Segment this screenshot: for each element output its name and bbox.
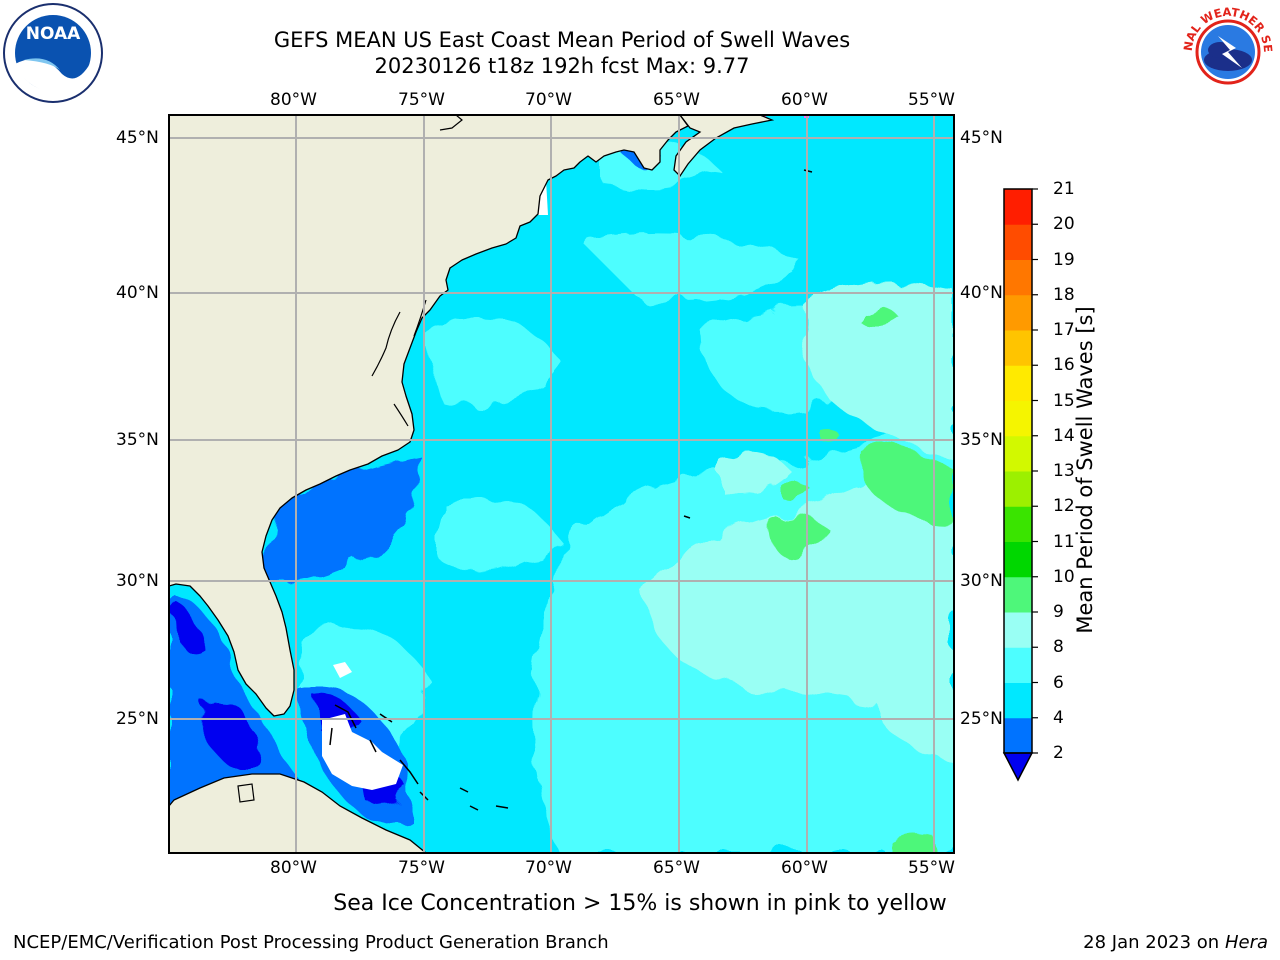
lon-label-top: 70°W	[525, 90, 572, 110]
lat-label-left: 35°N	[116, 430, 159, 450]
colorbar-tick-label: 11	[1053, 531, 1075, 552]
coastline	[371, 311, 401, 377]
colorbar-tick-label: 13	[1053, 461, 1075, 481]
swell-field-8-9	[720, 452, 790, 493]
colorbar	[1002, 188, 1038, 782]
map-title: GEFS MEAN US East Coast Mean Period of S…	[273, 28, 851, 52]
lon-label-top: 80°W	[270, 90, 317, 110]
colorbar-tick-label: 6	[1053, 672, 1064, 693]
swell-field-9-10	[890, 833, 935, 853]
colorbar-segment	[1004, 224, 1032, 260]
swell-field-6-8	[440, 495, 560, 572]
swell-field-9-10	[862, 307, 900, 326]
graticule	[169, 115, 954, 853]
colorbar-segment	[1004, 506, 1032, 542]
swell-field-6-8	[420, 320, 560, 405]
colorbar-tick-label: 19	[1053, 249, 1075, 270]
footer-credit: NCEP/EMC/Verification Post Processing Pr…	[13, 932, 609, 953]
colorbar-tick-label: 8	[1053, 637, 1064, 658]
coastline	[393, 403, 409, 427]
colorbar-segment	[1004, 365, 1032, 401]
lon-label-bottom: 65°W	[653, 858, 700, 878]
lat-label-right: 25°N	[960, 709, 1003, 729]
land-north-america	[169, 115, 689, 717]
swell-field-9-10	[859, 447, 954, 521]
noaa-logo-text: NOAA	[26, 24, 81, 44]
colorbar-segment	[1004, 435, 1032, 472]
lon-label-bottom: 55°W	[908, 858, 955, 878]
lat-label-right: 40°N	[960, 283, 1003, 303]
colorbar-label: Mean Period of Swell Waves [s]	[1073, 306, 1097, 634]
map-subtitle: 20230126 t18z 192h fcst Max: 9.77	[374, 54, 750, 78]
colorbar-segment	[1004, 541, 1032, 578]
lat-label-right: 45°N	[960, 128, 1003, 148]
colorbar-tick-label: 9	[1053, 602, 1064, 622]
lon-label-top: 60°W	[781, 90, 828, 110]
colorbar-tick-label: 15	[1053, 390, 1075, 411]
lon-label-bottom: 60°W	[781, 858, 828, 878]
colorbar-segment	[1004, 294, 1032, 331]
land-nova-scotia	[673, 115, 775, 178]
swell-field-8-9	[803, 282, 954, 460]
colorbar-segment	[1004, 189, 1032, 225]
noaa-logo: NOAA	[3, 3, 103, 103]
colorbar-tick-label: 17	[1053, 320, 1075, 340]
colorbar-segment	[1004, 612, 1032, 648]
colorbar-segment	[1004, 400, 1032, 437]
land-cuba	[169, 773, 428, 853]
colorbar-tick-label: 16	[1053, 355, 1075, 376]
colorbar-segment	[1004, 647, 1032, 683]
colorbar-segment	[1004, 471, 1032, 507]
swell-field-9-10	[769, 513, 825, 560]
map-frame	[168, 114, 955, 854]
lat-label-left: 30°N	[116, 571, 159, 591]
lat-label-right: 30°N	[960, 571, 1003, 591]
lon-label-bottom: 75°W	[398, 858, 445, 878]
footer-date-text: 28 Jan 2023 on	[1083, 932, 1225, 953]
colorbar-tick-label: 4	[1053, 707, 1064, 728]
colorbar-tick-label: 20	[1053, 214, 1075, 235]
swell-field-8-9	[880, 672, 954, 760]
lon-label-top: 65°W	[653, 90, 700, 110]
lat-label-left: 45°N	[116, 128, 159, 148]
no-data-area	[333, 662, 352, 678]
colorbar-tick-label: 10	[1053, 566, 1075, 587]
footer-date: 28 Jan 2023 on Hera	[1083, 932, 1268, 954]
colorbar-tick-label: 18	[1053, 284, 1075, 305]
swell-field-under-2	[175, 600, 205, 654]
land-bahamas	[237, 783, 255, 803]
colorbar-tick-label: 21	[1053, 179, 1075, 199]
lat-label-right: 35°N	[960, 430, 1003, 450]
colorbar-segment	[1004, 576, 1032, 613]
lat-label-left: 40°N	[116, 283, 159, 303]
lon-label-bottom: 70°W	[525, 858, 572, 878]
lon-label-top: 75°W	[398, 90, 445, 110]
swell-field-8-9	[640, 470, 954, 720]
swell-field-9-10	[780, 482, 812, 498]
colorbar-segment	[1004, 717, 1032, 754]
footer-machine: Hera	[1224, 932, 1268, 953]
nws-logo: NATIONAL WEATHER SERVICE	[1178, 2, 1276, 100]
lon-label-bottom: 80°W	[270, 858, 317, 878]
colorbar-tick-label: 14	[1053, 425, 1075, 446]
coastline	[439, 115, 463, 131]
lat-label-left: 25°N	[116, 709, 159, 729]
swell-field-6-8	[580, 233, 800, 302]
swell-field-under-2	[200, 697, 258, 770]
colorbar-segment	[1004, 682, 1032, 719]
swell-field-2-4	[265, 455, 420, 583]
no-data-area	[322, 714, 403, 790]
swell-field-9-10	[820, 429, 842, 442]
colorbar-tick-label: 12	[1053, 496, 1075, 517]
colorbar-segment	[1004, 259, 1032, 296]
colorbar-under-extension	[1002, 752, 1034, 782]
sea-ice-note: Sea Ice Concentration > 15% is shown in …	[333, 891, 947, 916]
lon-label-top: 55°W	[908, 90, 955, 110]
colorbar-tick-label: 2	[1053, 743, 1064, 763]
colorbar-segment	[1004, 330, 1032, 366]
